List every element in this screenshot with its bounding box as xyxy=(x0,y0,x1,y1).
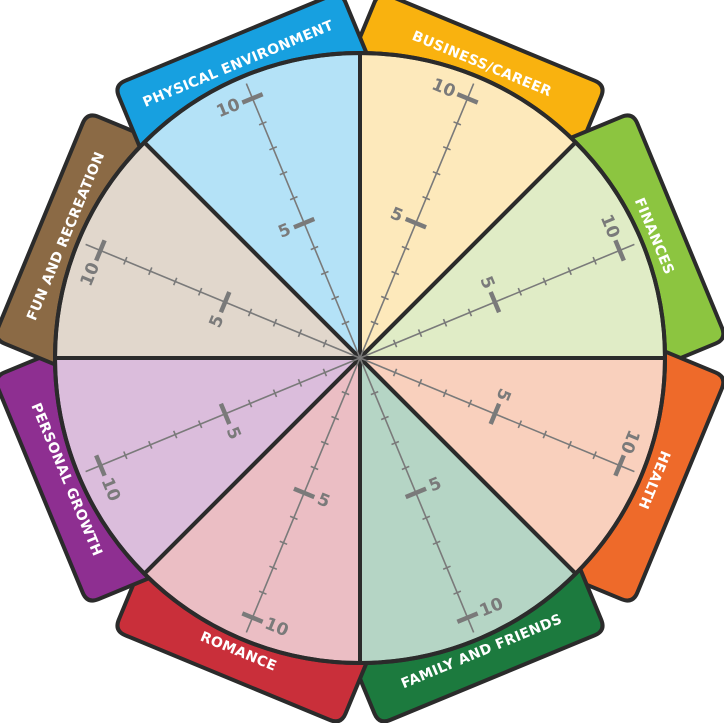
minor-tick xyxy=(380,415,389,421)
major-tick xyxy=(218,402,232,425)
minor-tick xyxy=(148,267,153,276)
minor-tick xyxy=(432,540,441,546)
scale-axis xyxy=(245,357,361,633)
minor-tick xyxy=(517,287,523,296)
major-tick xyxy=(404,216,427,230)
minor-tick xyxy=(148,440,153,449)
minor-tick xyxy=(391,440,400,446)
minor-tick xyxy=(467,399,473,408)
major-tick xyxy=(488,291,502,314)
scale-axis xyxy=(359,243,635,359)
scale-axis xyxy=(85,357,361,473)
minor-tick xyxy=(442,146,451,151)
minor-tick xyxy=(197,420,203,429)
major-tick xyxy=(218,291,232,314)
minor-tick xyxy=(401,245,410,251)
major-tick xyxy=(94,239,107,262)
major-tick xyxy=(404,486,427,500)
wheel-rim xyxy=(53,51,667,665)
minor-tick xyxy=(542,277,548,286)
major-tick xyxy=(613,239,626,262)
minor-tick xyxy=(279,170,288,176)
minor-tick xyxy=(272,318,278,327)
minor-tick xyxy=(417,329,423,338)
minor-tick xyxy=(442,565,451,570)
major-tick xyxy=(456,92,479,105)
minor-tick xyxy=(542,430,548,439)
minor-tick xyxy=(297,378,303,387)
minor-tick xyxy=(453,590,462,595)
minor-tick xyxy=(432,170,441,176)
minor-tick xyxy=(467,308,473,317)
minor-tick xyxy=(269,565,278,570)
minor-tick xyxy=(289,195,298,201)
major-tick xyxy=(293,216,316,230)
minor-tick xyxy=(401,465,410,471)
minor-tick xyxy=(247,399,253,408)
minor-tick xyxy=(391,270,400,276)
scale-axis xyxy=(245,83,361,359)
major-tick xyxy=(456,611,479,624)
scale-axis xyxy=(359,357,635,473)
minor-tick xyxy=(297,329,303,338)
minor-tick xyxy=(380,295,389,301)
minor-tick xyxy=(322,339,328,348)
minor-tick xyxy=(247,308,253,317)
minor-tick xyxy=(370,390,379,396)
minor-tick xyxy=(592,256,597,265)
minor-tick xyxy=(289,515,298,521)
minor-tick xyxy=(417,378,423,387)
minor-tick xyxy=(258,121,267,126)
minor-tick xyxy=(331,415,340,421)
scale-personal-growth: 510 xyxy=(85,357,361,504)
major-tick xyxy=(488,402,502,425)
minor-tick xyxy=(320,270,329,276)
minor-tick xyxy=(453,121,462,126)
minor-tick xyxy=(322,368,328,377)
minor-tick xyxy=(269,146,278,151)
minor-tick xyxy=(279,540,288,546)
major-tick xyxy=(241,92,264,105)
minor-tick xyxy=(258,590,267,595)
minor-tick xyxy=(517,420,523,429)
minor-tick xyxy=(320,440,329,446)
minor-tick xyxy=(392,339,398,348)
minor-tick xyxy=(341,320,350,326)
minor-tick xyxy=(310,465,319,471)
minor-tick xyxy=(310,245,319,251)
minor-tick xyxy=(592,451,597,460)
scale-axis xyxy=(85,243,361,359)
minor-tick xyxy=(442,389,448,398)
minor-tick xyxy=(272,389,278,398)
minor-tick xyxy=(123,451,128,460)
minor-tick xyxy=(331,295,340,301)
major-tick xyxy=(613,454,626,477)
minor-tick xyxy=(567,267,572,276)
minor-tick xyxy=(422,515,431,521)
minor-tick xyxy=(422,195,431,201)
scale-axis xyxy=(359,357,475,633)
major-tick xyxy=(293,486,316,500)
minor-tick xyxy=(392,368,398,377)
minor-tick xyxy=(172,277,178,286)
minor-tick xyxy=(442,318,448,327)
major-tick xyxy=(241,611,264,624)
major-tick xyxy=(94,454,107,477)
minor-tick xyxy=(197,287,203,296)
minor-tick xyxy=(172,430,178,439)
minor-tick xyxy=(567,440,572,449)
minor-tick xyxy=(370,320,379,326)
minor-tick xyxy=(123,256,128,265)
minor-tick xyxy=(341,390,350,396)
scale-axis xyxy=(359,83,475,359)
